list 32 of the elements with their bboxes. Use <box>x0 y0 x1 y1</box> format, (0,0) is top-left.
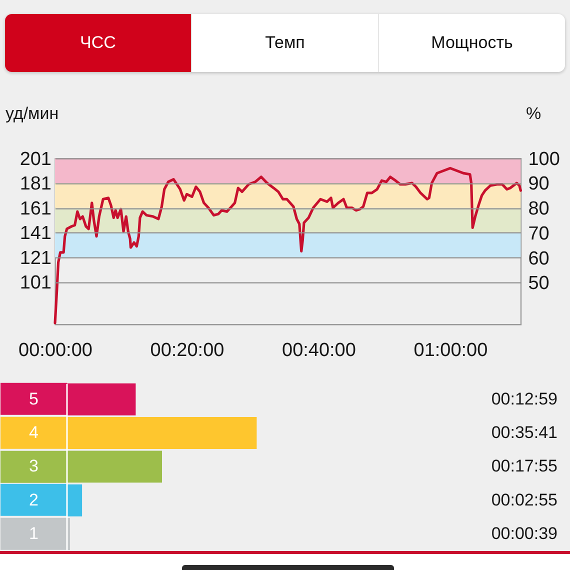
y2-axis-title: % <box>526 104 542 123</box>
y2-tick-label: 100 <box>528 148 560 170</box>
y-tick-label: 181 <box>20 174 52 195</box>
y-tick-label: 5 <box>29 389 38 408</box>
y-tick-label: 2 <box>29 490 38 510</box>
y2-tick-label: 60 <box>528 248 550 270</box>
y-tick-label: 201 <box>20 148 52 170</box>
y-tick-label: 101 <box>20 272 52 294</box>
y-axis-title: уд/мин <box>6 104 59 123</box>
y-tick-label: 141 <box>20 223 52 244</box>
x-tick-label: 01:00:00 <box>414 340 488 361</box>
x-tick-label: 00:40:00 <box>282 340 356 361</box>
y2-tick-label: 80 <box>528 198 550 220</box>
y2-tick-label: 50 <box>528 273 550 294</box>
tab[interactable]: Темп <box>191 14 378 72</box>
tab[interactable]: ЧСС <box>5 14 191 72</box>
tab[interactable]: Мощность <box>378 14 565 72</box>
y-tick-label: 121 <box>20 248 52 269</box>
data-label: 00:35:41 <box>491 423 558 442</box>
y-tick-label: 1 <box>29 524 38 544</box>
line-series <box>54 166 522 324</box>
data-label: 00:17:55 <box>491 456 558 476</box>
y2-tick-label: 70 <box>528 223 550 244</box>
x-tick-label: 00:20:00 <box>150 340 224 361</box>
y-tick-label: 3 <box>29 456 38 476</box>
x-tick-label: 00:00:00 <box>18 340 92 361</box>
data-label: 00:02:55 <box>491 490 558 510</box>
y2-tick-label: 90 <box>528 174 550 195</box>
data-label: 00:00:39 <box>491 524 558 544</box>
y-tick-label: 4 <box>29 423 38 442</box>
y-tick-label: 161 <box>20 198 52 220</box>
data-label: 00:12:59 <box>491 389 558 408</box>
